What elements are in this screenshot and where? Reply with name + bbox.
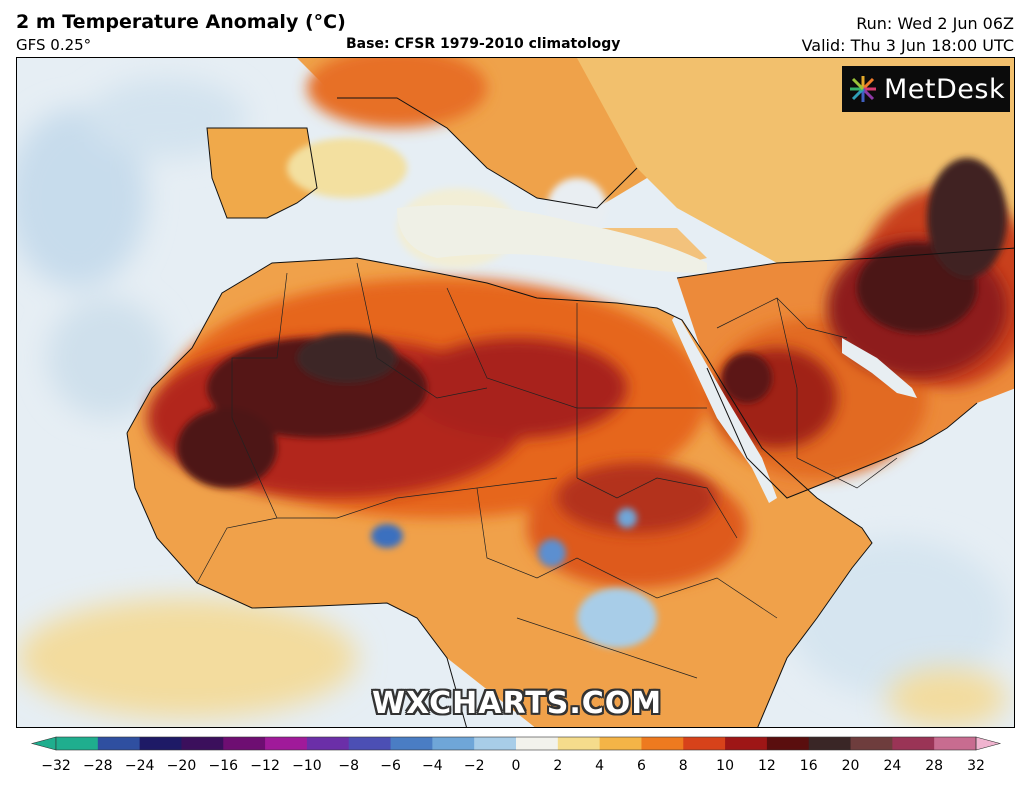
coastlines (126, 97, 1014, 727)
colorbar-border (55, 736, 977, 751)
colorbar-tick-label: −12 (250, 758, 280, 774)
colorbar-segment (892, 737, 935, 750)
colorbar-tick-label: 24 (883, 758, 902, 774)
colorbar-tick-label: −10 (292, 758, 322, 774)
colorbar-tick-label: 0 (511, 758, 521, 774)
colorbar-segment (348, 737, 392, 750)
colorbar-segment (139, 737, 182, 750)
colorbar-segment (850, 737, 893, 750)
colorbar-tick-label: 6 (636, 758, 646, 774)
heat-extreme-layer (177, 158, 1007, 488)
chart-title: 2 m Temperature Anomaly (°C) (16, 11, 346, 33)
colorbar-segment (599, 737, 642, 750)
colorbar-segment (56, 737, 99, 750)
colorbar-segment (181, 737, 224, 750)
colorbar-segment (516, 737, 559, 750)
colorbar-tick-label: −2 (463, 758, 485, 774)
colorbar-segment (474, 737, 517, 750)
base-label: Base: CFSR 1979-2010 climatology (346, 36, 621, 52)
colorbar-tick-label: 2 (553, 758, 563, 774)
colorbar-segment (223, 737, 266, 750)
gulf-warm-patch (17, 598, 1007, 727)
colorbar-segment (97, 737, 141, 750)
colorbar-tick-label: 4 (595, 758, 605, 774)
colorbar-tick-label: 32 (967, 758, 985, 774)
colorbar-segment (265, 737, 308, 750)
persian-gulf (842, 338, 917, 398)
colorbar-tick-label: 10 (716, 758, 734, 774)
colorbar-tick-label: −4 (422, 758, 443, 774)
colorbar-tick-label: −24 (124, 758, 155, 774)
run-label: Run: Wed 2 Jun 06Z (856, 14, 1014, 33)
colorbar-tick-label: 12 (757, 758, 776, 774)
country-borders (196, 262, 898, 679)
colorbar-tick-label: 20 (841, 758, 860, 774)
colorbar-tick-label: 8 (678, 758, 688, 774)
mediterranean-sea (397, 205, 707, 273)
colorbar-segment (557, 737, 601, 750)
colorbar-tick-label: −16 (208, 758, 239, 774)
colorbar-segment (641, 737, 684, 750)
colorbar-tick-label: −28 (83, 758, 113, 774)
colorbar-segment (306, 737, 350, 750)
colorbar (30, 736, 1002, 751)
wxcharts-watermark: WXCHARTS.COM (372, 686, 663, 721)
metdesk-starburst-icon (850, 76, 876, 102)
colorbar-tick-label: 16 (799, 758, 818, 774)
colorbar-tick-label: 28 (925, 758, 944, 774)
colorbar-max-arrow (975, 736, 1002, 751)
colorbar-tick-label: −20 (166, 758, 197, 774)
valid-label: Valid: Thu 3 Jun 18:00 UTC (801, 36, 1014, 55)
colorbar-tick-label: −8 (338, 758, 360, 774)
colorbar-segment (390, 737, 433, 750)
metdesk-logo-text: MetDesk (884, 73, 1006, 105)
colorbar-tick-label: −6 (380, 758, 401, 774)
anomaly-map[interactable] (16, 57, 1015, 728)
colorbar-segment (766, 737, 810, 750)
model-label: GFS 0.25° (16, 36, 92, 54)
colorbar-segment (808, 737, 852, 750)
colorbar-segment (683, 737, 726, 750)
colorbar-tick-label: −32 (41, 758, 71, 774)
colorbar-min-arrow (30, 736, 57, 751)
colorbar-segment (725, 737, 768, 750)
colorbar-segment (934, 737, 977, 750)
colorbar-segment (432, 737, 475, 750)
map-canvas (17, 58, 1014, 727)
metdesk-logo: MetDesk (842, 66, 1010, 112)
